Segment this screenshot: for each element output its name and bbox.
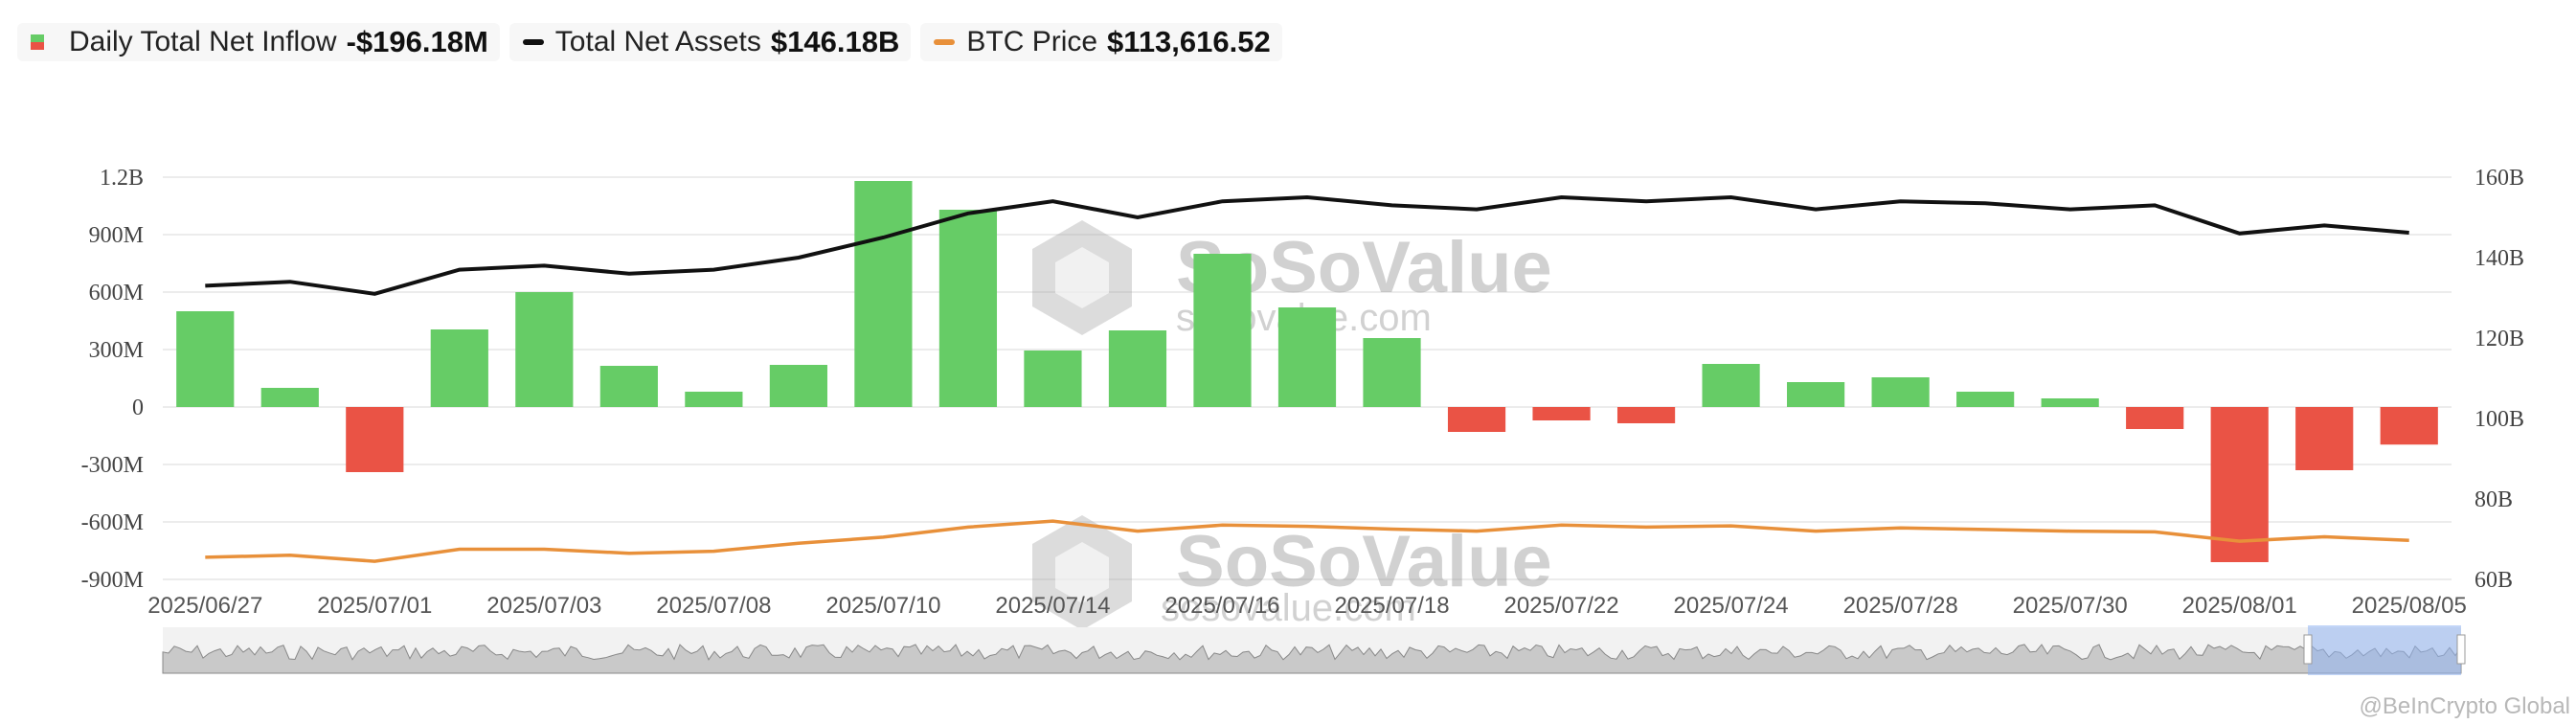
x-tick-label: 2025/07/30: [2013, 593, 2128, 619]
inflow-bar: [2380, 407, 2438, 445]
navigator-right-handle: [2456, 634, 2466, 665]
x-tick-label: 2025/08/01: [2182, 593, 2297, 619]
right-axis: 160B 140B 120B 100B 80B 60B: [2474, 166, 2524, 593]
left-axis: 1.2B 900M 600M 300M 0 -300M -600M -900M: [81, 166, 144, 593]
x-tick-label: 2025/07/03: [486, 593, 601, 619]
x-tick-label: 2025/07/08: [656, 593, 771, 619]
legend-inflow[interactable]: Daily Total Net Inflow -$196.18M: [17, 23, 500, 61]
inflow-bar: [1024, 351, 1082, 407]
x-tick-label: 2025/07/18: [1334, 593, 1449, 619]
y-right-tick-label: 160B: [2474, 166, 2524, 191]
legend-assets-label: Total Net Assets: [554, 26, 761, 57]
x-tick-label: 2025/07/24: [1674, 593, 1789, 619]
y-left-tick-label: 600M: [89, 281, 144, 305]
inflow-bar: [260, 388, 319, 407]
x-tick-label: 2025/07/14: [995, 593, 1110, 619]
inflow-bar: [346, 407, 404, 472]
y-right-tick-label: 120B: [2474, 327, 2524, 351]
inflow-bar: [1787, 382, 1845, 407]
inflow-bar: [769, 365, 827, 407]
inflow-bar: [176, 311, 235, 407]
x-tick-label: 2025/07/01: [317, 593, 432, 619]
y-left-tick-label: -300M: [81, 453, 144, 478]
y-left-tick-label: -900M: [81, 568, 144, 593]
chart-legend: Daily Total Net Inflow -$196.18M Total N…: [17, 17, 1282, 67]
y-right-tick-label: 100B: [2474, 407, 2524, 432]
watermark-group: SoSoValue sosovalue.com SoSoValue sosova…: [1032, 220, 1552, 630]
inflow-bar: [1108, 330, 1167, 407]
y-left-tick-label: -600M: [81, 510, 144, 535]
y-left-tick-label: 1.2B: [100, 166, 144, 191]
sosovalue-logo-icon: [1032, 220, 1132, 335]
inflow-bar: [515, 292, 574, 407]
y-right-tick-label: 140B: [2474, 246, 2524, 271]
x-axis: 2025/06/27 2025/07/01 2025/07/03 2025/07/08…: [147, 593, 2467, 619]
inflow-bar: [854, 181, 913, 407]
line-swatch-icon: [522, 39, 544, 45]
inflow-bar: [1532, 407, 1591, 420]
y-left-tick-label: 0: [132, 396, 144, 420]
inflow-bar: [938, 210, 998, 407]
inflow-bar: [1447, 407, 1506, 432]
inflow-bar: [685, 392, 743, 407]
x-tick-label: 2025/06/27: [147, 593, 262, 619]
bar-swatch-icon: [31, 34, 44, 50]
y-left-tick-label: 300M: [89, 338, 144, 363]
x-tick-label: 2025/08/05: [2352, 593, 2467, 619]
navigator-selection: [2308, 625, 2461, 675]
sosovalue-logo-icon: [1032, 515, 1132, 630]
series-lines: [205, 194, 2409, 563]
range-navigator[interactable]: [162, 625, 2466, 675]
inflow-bar: [1616, 407, 1676, 423]
inflow-bar: [1363, 338, 1421, 407]
btc-price-line: [205, 519, 2409, 563]
navigator-left-handle: [2303, 634, 2313, 665]
inflow-bar: [430, 329, 488, 407]
total-net-assets-line: [205, 194, 2409, 296]
x-tick-label: 2025/07/10: [825, 593, 940, 619]
x-tick-label: 2025/07/28: [1843, 593, 1958, 619]
inflow-bar: [1277, 307, 1337, 407]
y-left-tick-label: 900M: [89, 223, 144, 248]
y-right-tick-label: 80B: [2474, 487, 2513, 512]
legend-btc-label: BTC Price: [966, 26, 1098, 57]
inflow-bar: [1871, 377, 1930, 407]
inflow-bar: [2295, 407, 2354, 470]
inflow-bar: [2041, 398, 2099, 407]
inflow-bar: [1702, 364, 1760, 407]
legend-btc[interactable]: BTC Price $113,616.52: [920, 23, 1282, 61]
navigator-sparkline: [162, 644, 2462, 674]
x-tick-label: 2025/07/16: [1164, 593, 1279, 619]
y-right-tick-label: 60B: [2474, 568, 2513, 593]
line-swatch-icon: [934, 39, 956, 45]
watermark-site: sosovalue.com: [1161, 587, 1416, 629]
inflow-bar: [2210, 407, 2269, 562]
credit-text: @BeInCrypto Global: [2359, 693, 2570, 719]
inflow-bar: [1956, 392, 2015, 407]
legend-assets[interactable]: Total Net Assets $146.18B: [508, 23, 912, 61]
legend-inflow-label: Daily Total Net Inflow: [69, 26, 337, 57]
legend-inflow-value: -$196.18M: [346, 25, 488, 58]
watermark-brand: SoSoValue: [1176, 521, 1552, 602]
inflow-bar: [599, 366, 658, 407]
legend-assets-value: $146.18B: [770, 25, 900, 58]
inflow-bars: [176, 181, 2438, 562]
x-tick-label: 2025/07/22: [1503, 593, 1618, 619]
legend-btc-value: $113,616.52: [1107, 25, 1271, 58]
inflow-bar: [2126, 407, 2184, 429]
inflow-bar: [1193, 254, 1252, 407]
